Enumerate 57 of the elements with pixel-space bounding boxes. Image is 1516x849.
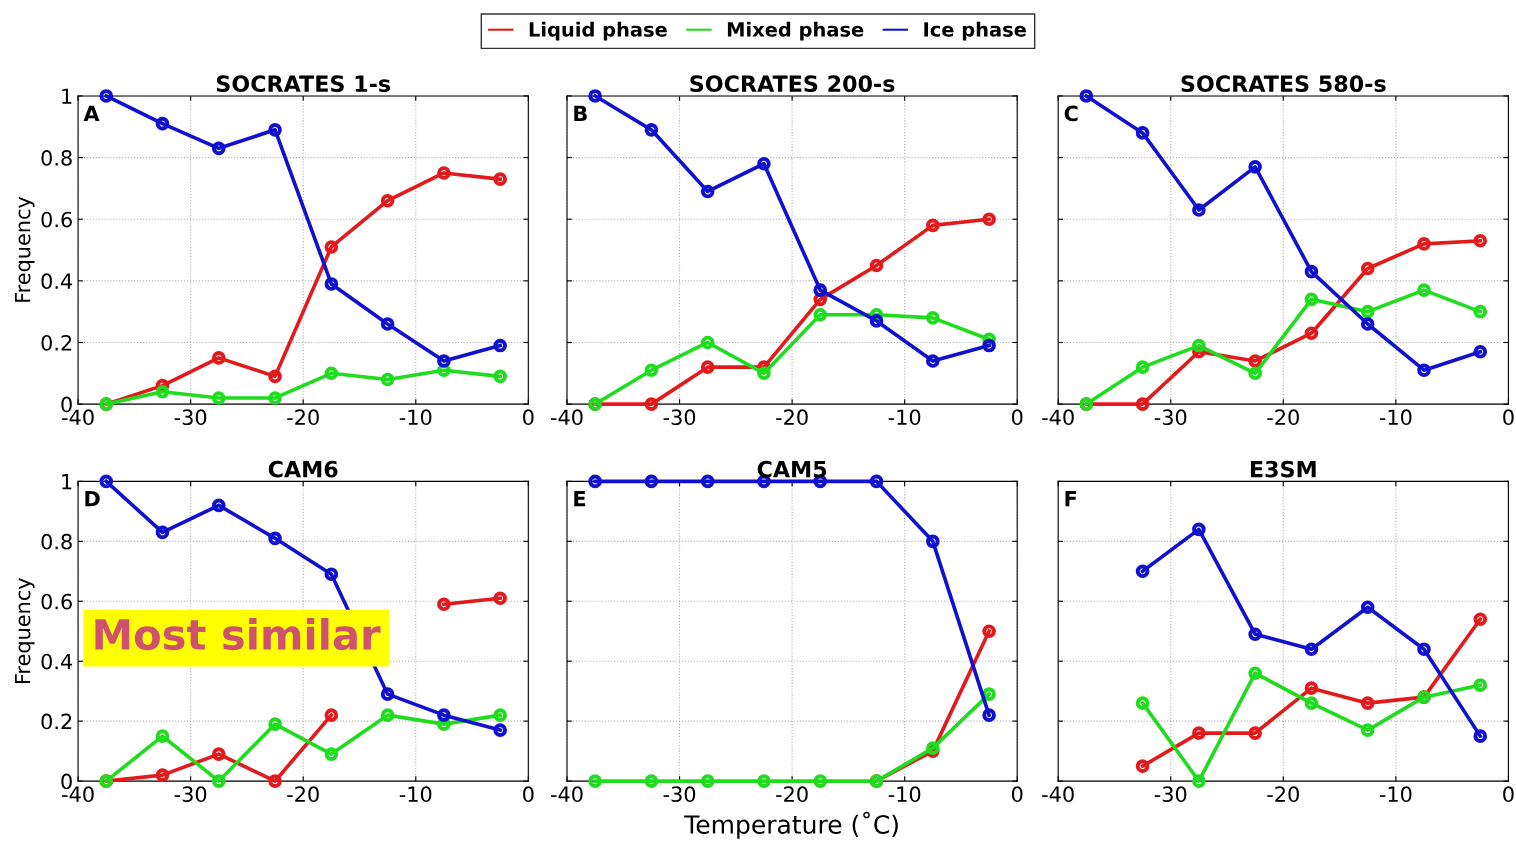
annotation: A (83, 105, 100, 122)
x-tick-label: -40 (1042, 409, 1074, 426)
x-tick-label: -10 (888, 409, 921, 426)
x-tick-label: 0 (1503, 786, 1514, 803)
x-tick-label: -20 (1267, 786, 1299, 803)
chart-title: CAM6 (268, 460, 338, 478)
y-tick-label: 0.6 (41, 211, 72, 228)
x-tick-label: -10 (888, 786, 921, 803)
legend-label: Mixed phase (727, 21, 864, 41)
chart-title: CAM5 (757, 460, 827, 478)
x-tick-label: -20 (287, 786, 319, 803)
y-axis-title: Frequency (15, 578, 35, 683)
x-tick-label: 0 (523, 786, 534, 803)
x-tick-label: -20 (776, 786, 808, 803)
annotation: Most similar (95, 617, 381, 651)
chart-title: SOCRATES 200-s (690, 75, 895, 93)
y-tick-label: 0.2 (41, 713, 72, 730)
chart-title: E3SM (1250, 460, 1316, 478)
annotation: E (574, 491, 586, 507)
legend-label: Ice phase (924, 21, 1026, 41)
chart-title: SOCRATES 580-s (1181, 75, 1386, 93)
x-tick-label: -40 (550, 409, 583, 426)
y-tick-label: 0.6 (41, 593, 72, 610)
y-tick-label: 0.2 (41, 334, 72, 351)
x-tick-label: -40 (1042, 786, 1074, 803)
x-tick-label: -10 (399, 786, 432, 803)
x-tick-label: -30 (174, 409, 207, 426)
y-tick-label: 1 (62, 88, 72, 104)
y-axis-title: Frequency (15, 196, 35, 302)
x-tick-label: 0 (1011, 786, 1023, 803)
x-tick-label: 0 (523, 409, 534, 426)
x-axis-title: Temperature (˚C) (684, 811, 898, 839)
legend-label: Liquid phase (529, 21, 667, 41)
y-tick-label: 0.4 (41, 653, 73, 670)
x-tick-label: -10 (1379, 409, 1412, 426)
x-tick-label: -30 (174, 786, 207, 803)
x-tick-label: -20 (1267, 409, 1299, 426)
x-tick-label: -20 (287, 409, 319, 426)
y-tick-label: 0.4 (41, 273, 73, 290)
x-tick-label: -20 (776, 409, 808, 426)
x-tick-label: -40 (550, 786, 583, 803)
x-tick-label: -10 (1379, 786, 1412, 803)
x-tick-label: -30 (1154, 786, 1187, 803)
x-tick-label: 0 (1011, 409, 1023, 426)
y-tick-label: 0.8 (41, 533, 72, 550)
y-tick-label: 0.8 (41, 150, 72, 166)
annotation: F (1065, 491, 1077, 507)
x-tick-label: -30 (1154, 409, 1187, 426)
annotation: C (1064, 105, 1078, 122)
x-tick-label: -30 (663, 786, 696, 803)
x-tick-label: 0 (1503, 409, 1514, 426)
x-tick-label: -30 (663, 409, 696, 426)
y-tick-label: 1 (62, 474, 72, 490)
chart-title: SOCRATES 1-s (216, 75, 391, 93)
x-tick-label: -10 (399, 409, 432, 426)
annotation: B (574, 105, 587, 122)
annotation: D (85, 491, 100, 507)
